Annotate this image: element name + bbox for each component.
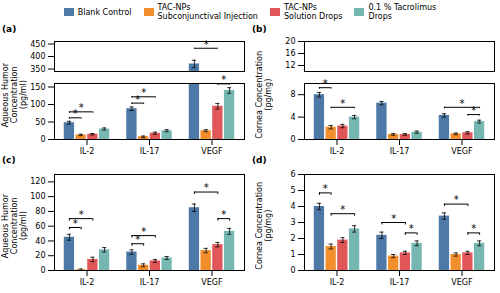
svg-text:0: 0 [290, 266, 295, 275]
svg-text:VEGF: VEGF [451, 147, 473, 156]
html-text:0.1 % Tacrolimus Drops: 0.1 % Tacrolimus Drops [368, 3, 437, 21]
svg-text:4: 4 [290, 202, 295, 211]
html-text:(b): (b) [252, 24, 267, 34]
svg-text:IL-17: IL-17 [390, 147, 410, 156]
svg-text:8: 8 [290, 90, 295, 99]
svg-text:*: * [135, 94, 140, 105]
svg-text:*: * [79, 102, 84, 113]
html-text:Aqueous Humor Concentration (p: Aqueous Humor Concentration (pg/ml) [0, 62, 28, 128]
svg-text:*: * [340, 204, 345, 215]
svg-text:IL-17: IL-17 [140, 147, 160, 156]
svg-text:400: 400 [30, 52, 45, 61]
svg-text:20: 20 [35, 251, 45, 260]
svg-text:*: * [454, 194, 459, 205]
svg-text:*: * [141, 226, 146, 237]
svg-text:VEGF: VEGF [201, 278, 223, 287]
svg-text:0: 0 [290, 135, 295, 144]
svg-text:6: 6 [290, 170, 295, 179]
svg-text:60: 60 [35, 222, 45, 231]
svg-text:350: 350 [30, 65, 45, 74]
svg-text:50: 50 [35, 118, 45, 127]
svg-text:*: * [323, 183, 328, 194]
svg-text:*: * [135, 234, 140, 245]
svg-text:0: 0 [40, 135, 45, 144]
html-text:Aqueous Humor Concentration (p: Aqueous Humor Concentration (pg/ml) [0, 193, 28, 259]
svg-text:IL-17: IL-17 [140, 278, 160, 287]
html-text:(a): (a) [2, 24, 17, 34]
svg-text:IL-17: IL-17 [390, 278, 410, 287]
svg-text:100: 100 [30, 192, 45, 201]
html-text:Cornea Concentration (pg/mg): Cornea Concentration (pg/mg) [255, 51, 273, 139]
html-text:Cornea Concentration (pg/mg): Cornea Concentration (pg/mg) [255, 182, 273, 270]
svg-text:100: 100 [30, 100, 45, 109]
svg-text:5: 5 [290, 186, 295, 195]
svg-text:IL-2: IL-2 [80, 147, 95, 156]
svg-text:0: 0 [40, 266, 45, 275]
svg-text:*: * [409, 223, 414, 234]
svg-text:16: 16 [285, 49, 295, 58]
svg-text:4: 4 [290, 113, 295, 122]
svg-text:*: * [471, 105, 476, 116]
svg-text:*: * [79, 209, 84, 220]
html-text:Blank Control: Blank Control [77, 7, 132, 17]
svg-text:150: 150 [30, 83, 45, 92]
svg-text:80: 80 [35, 207, 45, 216]
svg-text:40: 40 [35, 237, 45, 246]
svg-text:20: 20 [285, 37, 295, 46]
html-text:(d): (d) [252, 155, 267, 165]
svg-text:3: 3 [290, 218, 295, 227]
svg-text:VEGF: VEGF [451, 278, 473, 287]
svg-text:*: * [391, 213, 396, 224]
svg-text:1: 1 [290, 250, 295, 259]
svg-text:*: * [73, 108, 78, 119]
svg-text:450: 450 [30, 40, 45, 49]
svg-text:*: * [471, 223, 476, 234]
svg-text:IL-2: IL-2 [330, 278, 345, 287]
svg-text:2: 2 [290, 234, 295, 243]
svg-text:*: * [204, 39, 209, 50]
html-text:(c): (c) [2, 155, 16, 165]
svg-text:*: * [204, 182, 209, 193]
svg-text:*: * [460, 98, 465, 109]
svg-text:12: 12 [285, 61, 295, 70]
svg-text:IL-2: IL-2 [80, 278, 95, 287]
svg-text:IL-2: IL-2 [330, 147, 345, 156]
html-text:TAC-NPs Subconjunctival Inject: TAC-NPs Subconjunctival Injection [157, 3, 258, 21]
svg-text:*: * [141, 87, 146, 98]
svg-text:*: * [340, 98, 345, 109]
svg-text:*: * [73, 218, 78, 229]
svg-text:120: 120 [30, 177, 45, 186]
svg-text:VEGF: VEGF [201, 147, 223, 156]
svg-text:*: * [221, 209, 226, 220]
html-text:TAC-NPs Solution Drops: TAC-NPs Solution Drops [283, 3, 343, 21]
